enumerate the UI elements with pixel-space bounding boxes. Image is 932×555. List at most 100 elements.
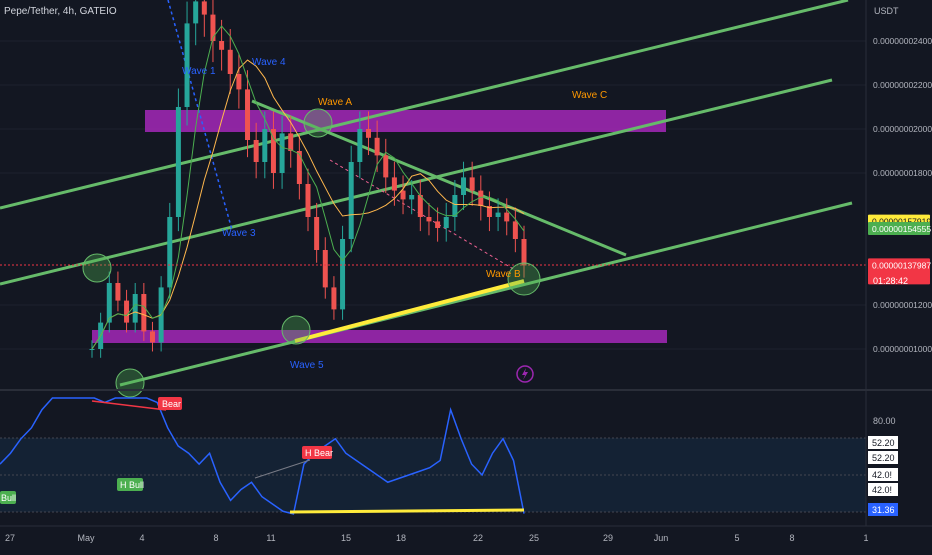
candle-body [348,162,354,239]
marker-circle-4 [303,108,333,138]
candle-body [383,155,389,178]
time-tick-label: 22 [473,533,483,543]
time-tick-label: 27 [5,533,15,543]
candle-body [400,190,406,200]
candle-body [89,349,95,350]
candle-body [245,89,251,140]
hbear-label-box [302,446,332,459]
rsi-tag-label: 52.20 [872,453,895,463]
time-tick-label: 8 [213,533,218,543]
price-tick-label: 0.0000000100000 [873,344,932,354]
resistance-zone [145,110,666,132]
candle-body [521,239,527,266]
countdown-label: 01:28:42 [873,276,908,286]
candle-body [296,151,302,184]
candle-body [426,217,432,222]
price-tag [868,258,930,285]
candle-body [253,140,259,162]
rsi-tag-label: 42.0! [872,470,892,480]
rsi-tag [868,436,898,449]
rsi-bear-divergence [91,400,167,411]
price-tag [868,221,930,235]
wave-1-label: Wave 1 [182,66,216,77]
candle-body [184,23,190,107]
rsi-tag-label: 52.20 [872,438,895,448]
price-tick-label: 0.0000000240000 [873,36,932,46]
trend-line-down [251,99,627,257]
channel-line-middle [0,78,833,286]
candle-body [357,129,363,162]
price-tick-label: 0.0000000180000 [873,168,932,178]
candle-body [193,1,199,24]
wave-3-label: Wave 3 [222,228,256,239]
candle-body [314,217,320,250]
symbol-title[interactable]: Pepe/Tether, 4h, GATEIO [4,6,117,17]
candle-body [495,212,501,217]
wave-c-label: Wave C [572,90,607,101]
time-tick-label: 8 [789,533,794,543]
candle-body [219,41,225,50]
ma-yellow-line [91,59,525,350]
candle-body [288,133,294,151]
price-tick-label: 0.0000000200000 [873,124,932,134]
candle-body [175,107,181,217]
candle-body [374,137,380,156]
wave-5-label: Wave 5 [290,360,324,371]
candle-body [236,74,242,90]
candles-group [89,0,527,358]
time-tick-label: 25 [529,533,539,543]
bear-label: Bear [162,399,181,409]
candle-body [115,283,121,301]
support-zone [92,330,667,343]
candle-body [409,195,415,200]
candle-body [106,283,112,323]
rsi-tag [868,468,898,481]
time-tick-label: May [77,533,95,543]
time-tick-label: 11 [266,533,275,543]
price-axis-currency: USDT [874,6,899,16]
candle-body [322,250,328,288]
candle-body [478,190,484,206]
candle-body [512,221,518,239]
time-tick-label: 15 [341,533,351,543]
time-tick-label: 29 [603,533,613,543]
candle-body [417,195,423,217]
marker-circle-2 [115,368,145,398]
candle-body [132,294,138,323]
bull-label-box [0,491,16,504]
wave-a-label: Wave A [318,97,352,108]
candle-body [279,133,285,173]
price-tick-label: 0.0000000220000 [873,80,932,90]
candle-body [124,300,130,323]
rsi-support-line [289,508,525,514]
lightning-icon [522,368,528,380]
candle-body [331,287,337,310]
candle-body [340,239,346,310]
candle-body [305,184,311,217]
hbull-label: H Bull [120,480,144,490]
alert-icon[interactable] [516,365,534,383]
candle-body [461,177,467,195]
wave-4-label: Wave 4 [252,57,286,68]
candle-body [210,14,216,42]
channel-line-bottom [119,201,853,387]
time-tick-label: 1 [863,533,868,543]
candle-body [469,177,475,191]
rsi-tag-label: 31.36 [872,505,895,515]
candle-body [167,217,173,288]
dashed-blue-line [167,0,233,231]
time-tick-label: 5 [734,533,739,543]
marker-circle-3 [281,315,311,345]
candle-body [365,129,371,138]
rsi-axis: 80.00 52.20 52.20 42.0! 42.0! 31.36 [868,416,898,516]
candle-body [486,206,492,217]
support-trend-line [294,279,525,343]
candle-body [262,129,268,162]
hbear-label: H Bear [305,448,333,458]
candle-body [452,195,458,217]
wave-b-label: Wave B [486,269,521,280]
candle-body [504,212,510,222]
